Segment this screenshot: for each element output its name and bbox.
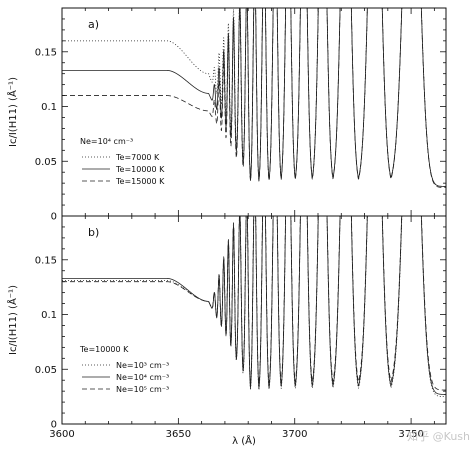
series-line-1 xyxy=(62,216,446,398)
series-line-2 xyxy=(62,216,446,395)
legend-condition: Te=10000 K xyxy=(79,345,129,354)
x-tick-label: 3750 xyxy=(398,429,423,440)
legend-label-3: Ne=10⁵ cm⁻³ xyxy=(116,385,169,394)
legend-label-2: Te=10000 K xyxy=(115,165,165,174)
series-line-1 xyxy=(62,8,446,187)
legend-label-1: Te=7000 K xyxy=(115,153,160,162)
y-tick-label: 0.05 xyxy=(35,365,57,376)
y-tick-label: 0.1 xyxy=(41,102,57,113)
series-line-3 xyxy=(62,216,446,391)
y-tick-label: 0 xyxy=(51,212,57,223)
y-axis-title: Ic/I(H11) (Å⁻¹) xyxy=(6,77,19,147)
x-tick-label: 3700 xyxy=(282,429,307,440)
x-axis-title: λ (Å) xyxy=(232,434,256,447)
y-tick-label: 0.15 xyxy=(35,255,57,266)
y-tick-label: 0.05 xyxy=(35,157,57,168)
plot-area xyxy=(62,8,446,188)
plot-frame xyxy=(61,215,447,425)
legend-label-3: Te=15000 K xyxy=(115,177,165,186)
panel-b: 3600 3650 3700 3750 0 0.05 0.1 0.15 Ic/I(H11) (Å… xyxy=(6,215,447,440)
y-axis-title: Ic/I(H11) (Å⁻¹) xyxy=(6,285,19,355)
panel-a: 0 0.05 0.1 0.15 Ic/I(H11) (Å⁻¹) a) Ne=10⁴ cm⁻³… xyxy=(6,7,447,223)
watermark: 知乎 @Kush xyxy=(407,429,470,443)
y-tick-label: 0.15 xyxy=(35,47,57,58)
x-tick-label: 3650 xyxy=(166,429,191,440)
y-tick-label: 0 xyxy=(51,420,57,431)
legend-label-1: Ne=10³ cm⁻³ xyxy=(116,361,169,370)
y-tick-label: 0.1 xyxy=(41,310,57,321)
series-line-2 xyxy=(62,8,446,187)
plot-area xyxy=(62,216,446,398)
panel-label: b) xyxy=(88,226,99,239)
x-tick-label: 3600 xyxy=(49,429,74,440)
panel-label: a) xyxy=(88,18,99,31)
legend-label-2: Ne=10⁴ cm⁻³ xyxy=(116,373,169,382)
legend-condition: Ne=10⁴ cm⁻³ xyxy=(80,137,133,146)
